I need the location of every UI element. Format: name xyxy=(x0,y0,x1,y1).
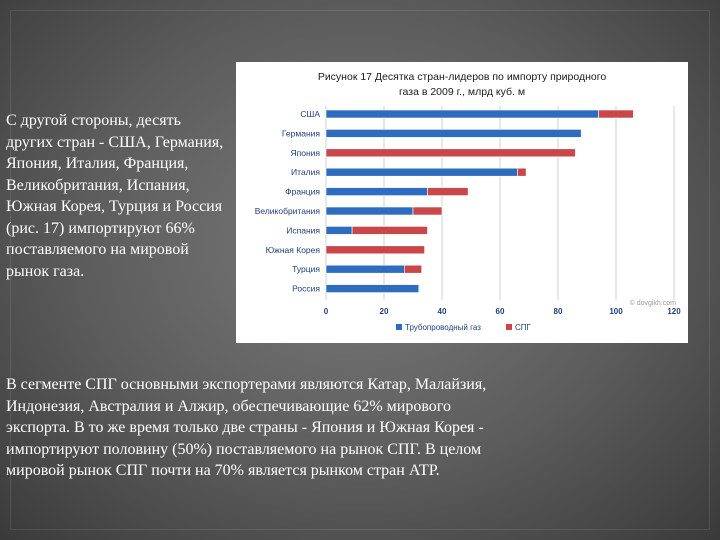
bar-lng xyxy=(404,264,423,274)
category-label: Италия xyxy=(291,167,320,177)
bottom-paragraph: В сегменте СПГ основными экспортерами яв… xyxy=(6,376,487,479)
category-label: Россия xyxy=(292,284,320,294)
chart-title-line-2: газа в 2009 г., млрд куб. м xyxy=(399,86,525,98)
x-tick-label: 0 xyxy=(324,307,329,316)
category-label: Южная Корея xyxy=(266,245,321,255)
bar-pipeline xyxy=(325,129,582,138)
bar-pipeline xyxy=(325,167,518,177)
bar-lng xyxy=(598,109,634,119)
bar-pipeline xyxy=(325,284,420,293)
bar-lng xyxy=(517,167,527,177)
chart-title-line-1: Рисунок 17 Десятка стран-лидеров по импо… xyxy=(318,71,607,83)
x-tick-label: 20 xyxy=(380,307,389,316)
bar-lng xyxy=(427,187,469,196)
category-label: Испания xyxy=(286,225,320,235)
category-label: Германия xyxy=(282,128,321,138)
chart-figure: Рисунок 17 Десятка стран-лидеров по импо… xyxy=(236,62,688,343)
bar-pipeline xyxy=(325,226,353,235)
bar-chart: Рисунок 17 Десятка стран-лидеров по импо… xyxy=(255,71,682,332)
legend-label-pipeline: Трубопроводный газ xyxy=(405,323,481,332)
category-label: Турция xyxy=(292,264,320,274)
bar-lng xyxy=(412,206,443,216)
category-label: Япония xyxy=(290,148,320,158)
x-tick-label: 60 xyxy=(496,307,505,316)
bar-pipeline xyxy=(325,206,414,216)
category-label: США xyxy=(300,109,320,119)
category-label: Великобритания xyxy=(255,206,321,216)
bar-pipeline xyxy=(325,109,599,119)
bar-lng xyxy=(325,245,425,255)
x-tick-label: 80 xyxy=(554,307,563,316)
legend-swatch-pipeline xyxy=(396,324,402,330)
bar-pipeline xyxy=(325,187,428,196)
x-tick-label: 120 xyxy=(667,307,681,316)
bar-pipeline xyxy=(325,264,405,274)
category-label: Франция xyxy=(285,187,320,197)
chart-credit: © dovgikh.com xyxy=(630,299,677,307)
legend-label-lng: СПГ xyxy=(515,323,532,332)
x-tick-label: 100 xyxy=(609,307,623,316)
legend-swatch-lng xyxy=(506,324,512,330)
bar-lng xyxy=(351,226,428,235)
top-paragraph: С другой стороны, десять других стран - … xyxy=(6,112,224,280)
x-tick-label: 40 xyxy=(438,307,447,316)
bar-lng xyxy=(325,148,576,158)
